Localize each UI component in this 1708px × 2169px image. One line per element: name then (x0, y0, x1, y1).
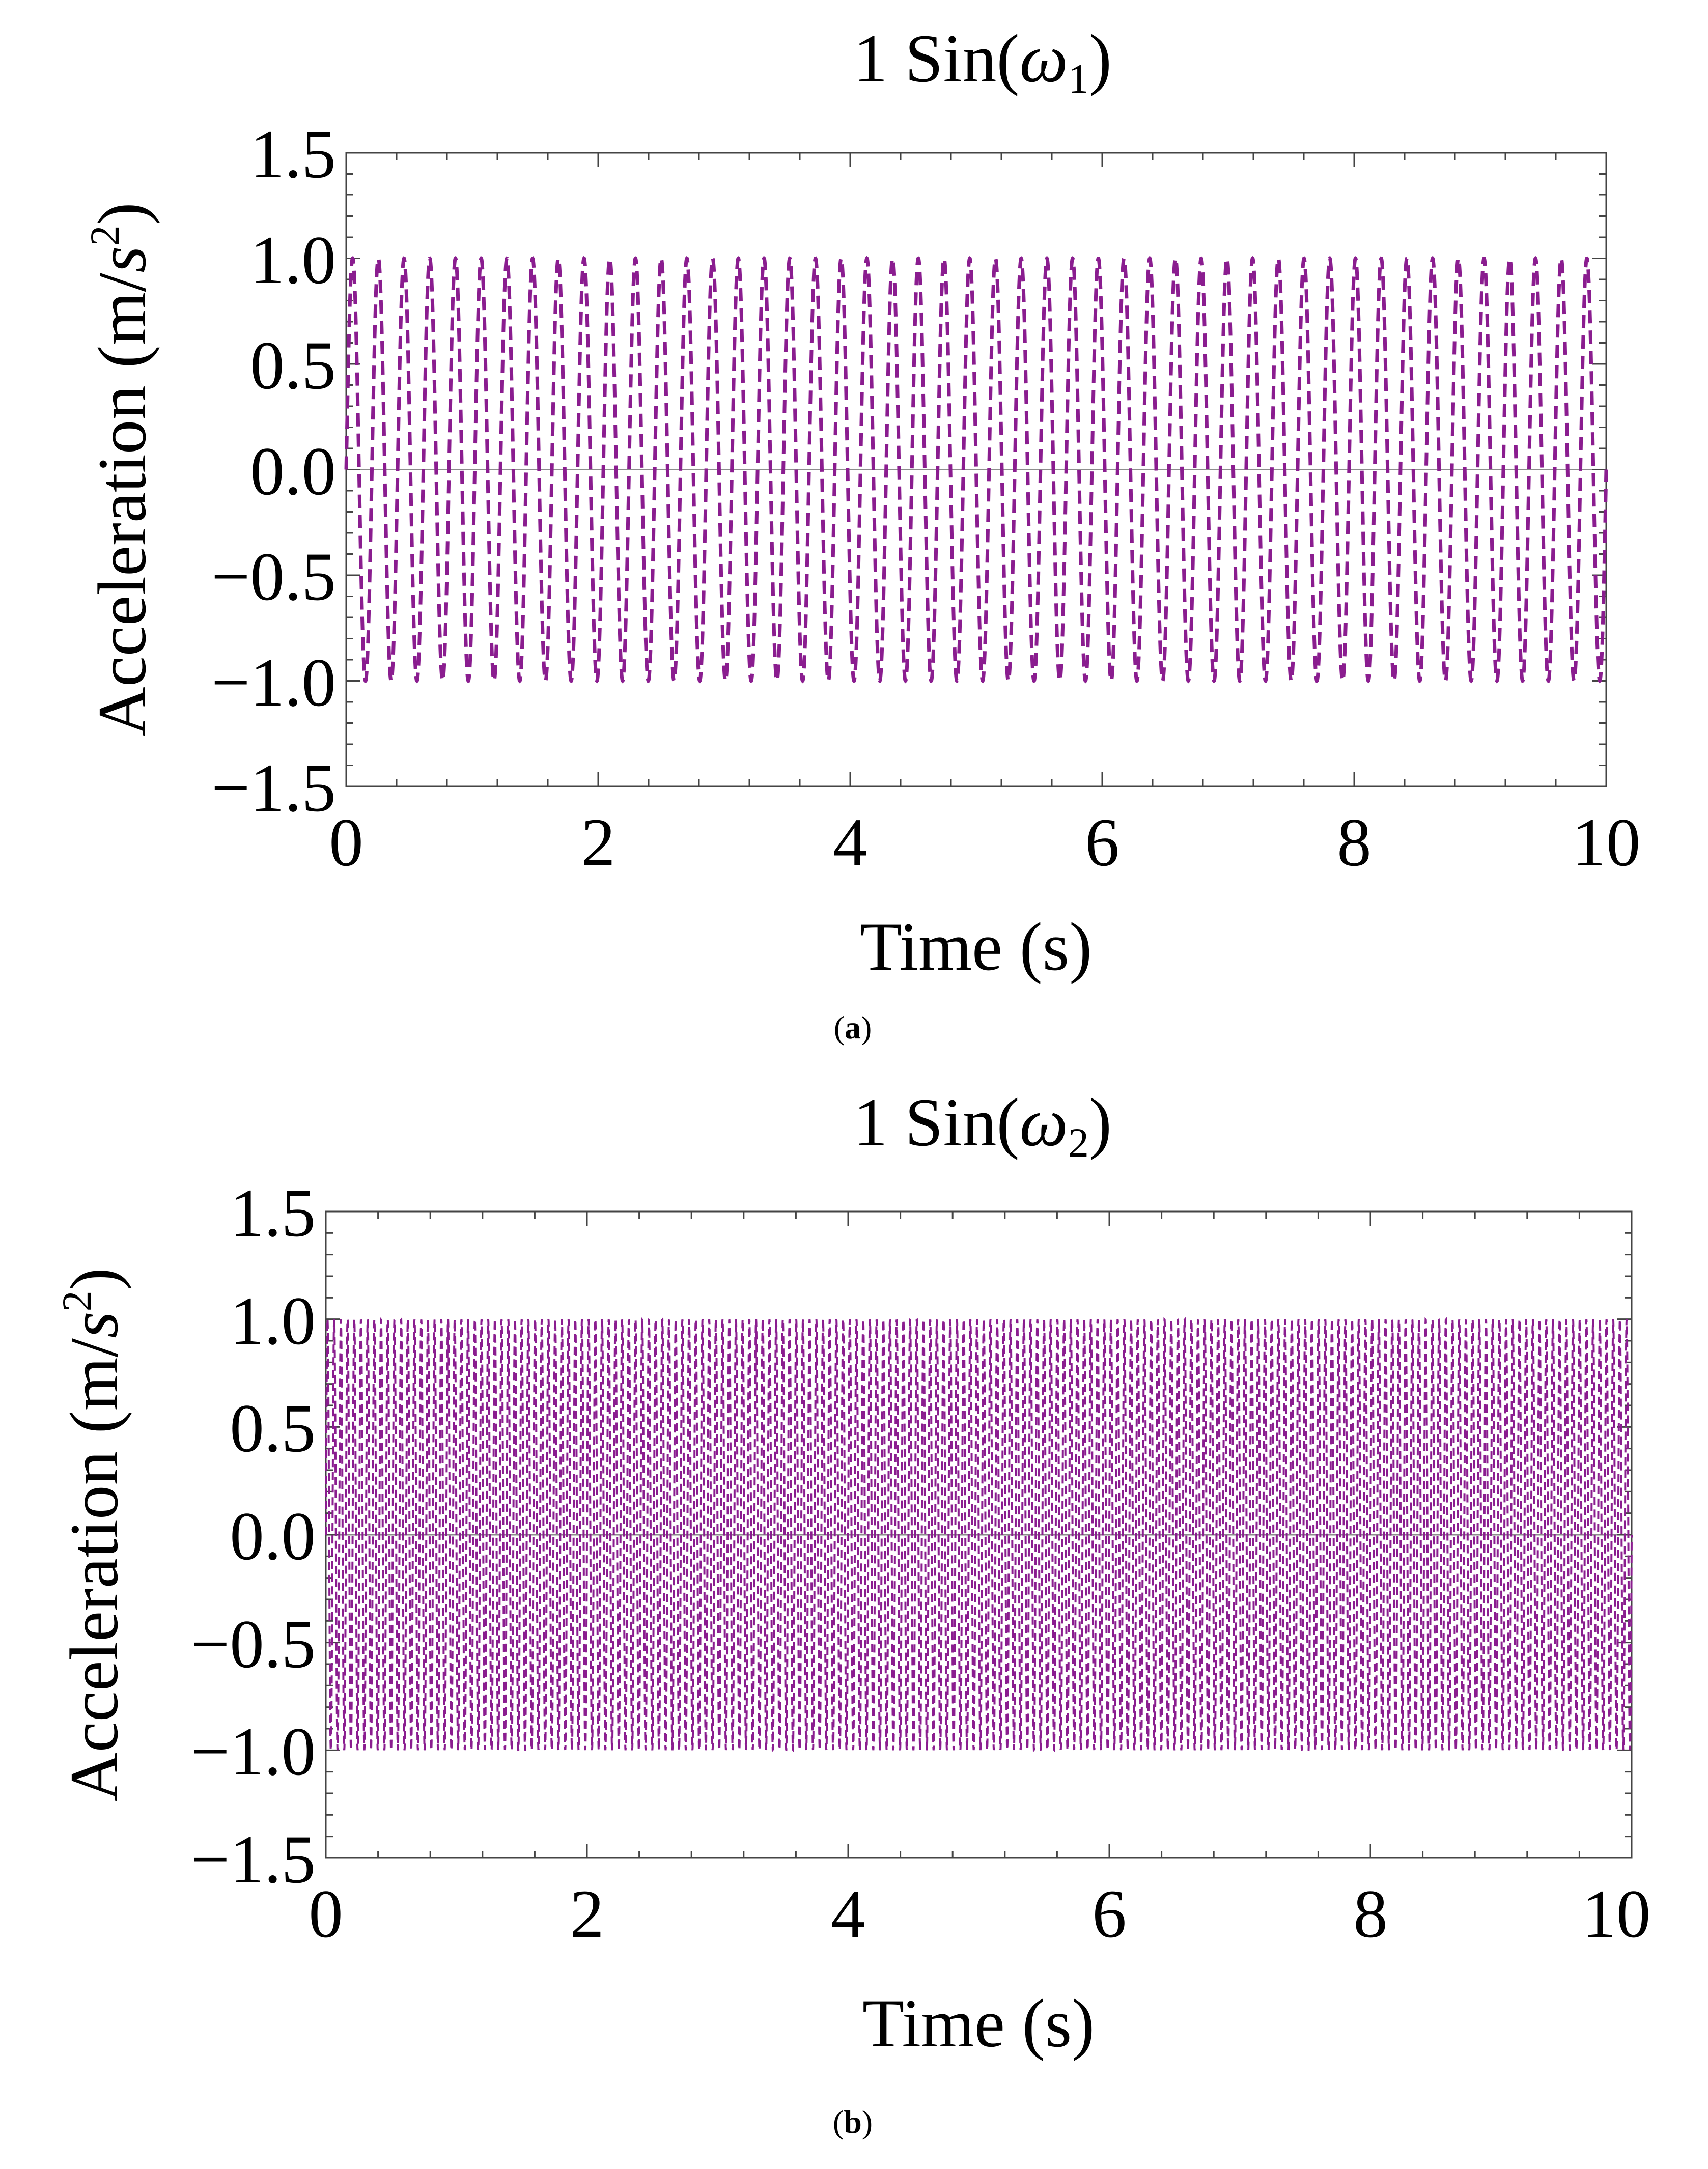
panel-b-x-tick-label: 6 (1092, 1876, 1127, 1952)
panel-b-x-tick-label: 0 (309, 1876, 343, 1952)
panel-b-x-tick-labels: 0 2 4 6 8 10 (309, 1876, 1650, 1952)
panel-a-x-tick-label: 0 (329, 805, 363, 881)
panel-a-x-tick-label: 2 (581, 805, 615, 881)
panel-b-x-tick-label: 2 (570, 1876, 604, 1952)
panel-a-x-tick-labels: 0 2 4 6 8 10 (329, 805, 1640, 881)
panel-a-plot-area (344, 152, 1608, 787)
panel-a-y-tick-label: 1.5 (250, 117, 336, 192)
panel-a-x-tick-label: 10 (1572, 805, 1641, 881)
panel-b-y-tick-label: −1.5 (191, 1822, 316, 1898)
panel-b-x-tick-label: 4 (831, 1876, 865, 1952)
panel-a-x-tick-label: 6 (1085, 805, 1119, 881)
panel-a-title: 1 Sin(ω1) (853, 21, 1112, 102)
panel-a-y-tick-labels: 1.5 1.0 0.5 0.0 −0.5 −1.0 −1.5 (211, 117, 336, 826)
panel-a: 1 Sin(ω1) 1.5 1.0 0.5 0.0 −0.5 −1.0 −1.5… (81, 21, 1641, 1046)
panel-a-x-tick-label: 8 (1337, 805, 1371, 881)
panel-a-y-tick-label: −0.5 (211, 539, 336, 615)
panel-b-title: 1 Sin(ω2) (853, 1085, 1112, 1166)
panel-b-y-tick-label: 0.5 (230, 1391, 316, 1467)
panel-b-y-tick-label: 0.0 (230, 1499, 316, 1574)
panel-b-y-tick-labels: 1.5 1.0 0.5 0.0 −0.5 −1.0 −1.5 (191, 1175, 316, 1898)
panel-b-minor-ticks (325, 1210, 1633, 1859)
panel-b-y-tick-label: 1.0 (230, 1283, 316, 1359)
panel-b-caption: (b) (833, 2104, 873, 2140)
panel-a-y-tick-label: 1.0 (250, 222, 336, 298)
panel-b-series-line (325, 1317, 1633, 1753)
panel-b: 1 Sin(ω2) 1.5 1.0 0.5 0.0 −0.5 −1.0 −1.5… (53, 1085, 1651, 2140)
panel-b-y-tick-label: −0.5 (191, 1607, 316, 1682)
panel-a-y-tick-label: 0.0 (250, 434, 336, 510)
panel-a-y-tick-label: −1.0 (211, 645, 336, 721)
panel-b-y-tick-label: 1.5 (230, 1175, 316, 1251)
panel-b-x-axis-label: Time (s) (862, 1986, 1095, 2062)
panel-a-x-axis-label: Time (s) (860, 909, 1092, 985)
panel-b-x-tick-label: 8 (1353, 1876, 1388, 1952)
panel-b-y-axis-label: Acceleration (m/s2) (53, 1267, 132, 1801)
panel-a-series-line (344, 256, 1608, 684)
panel-a-caption: (a) (834, 1009, 872, 1046)
panel-a-y-axis-label: Acceleration (m/s2) (81, 202, 160, 736)
panel-a-y-tick-label: −1.5 (211, 750, 336, 826)
panel-b-plot-area (325, 1210, 1633, 1859)
panel-a-x-tick-label: 4 (833, 805, 867, 881)
panel-b-x-tick-label: 10 (1582, 1876, 1651, 1952)
panel-a-y-tick-label: 0.5 (250, 328, 336, 404)
panel-b-y-tick-label: −1.0 (191, 1714, 316, 1790)
